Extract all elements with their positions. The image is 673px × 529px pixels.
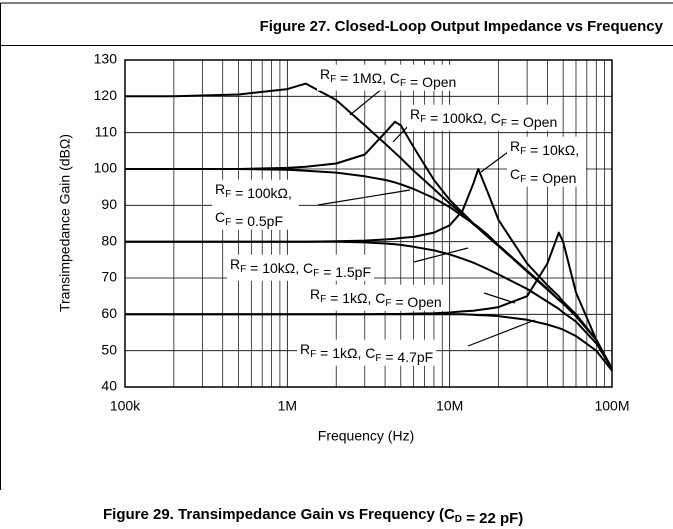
- x-tick-label: 10M: [436, 398, 463, 414]
- y-tick-label: 80: [101, 232, 117, 248]
- y-tick-label: 40: [101, 378, 117, 394]
- x-tick-label: 1M: [278, 398, 297, 414]
- leader-line: [480, 151, 509, 173]
- label-background: [297, 339, 437, 366]
- y-axis-label: Transimpedance Gain (dBΩ): [57, 134, 73, 312]
- series-label: RF = 10kΩ, CF = Open: [510, 138, 583, 186]
- series-label: RF = 1kΩ, CF = Open: [310, 286, 442, 310]
- label-background: [212, 179, 299, 230]
- leader-line: [413, 247, 469, 263]
- plot-frame: [124, 59, 613, 388]
- y-tick-label: 70: [101, 269, 117, 285]
- leader-line: [483, 292, 516, 304]
- label-background: [407, 104, 561, 131]
- series-label: RF = 10kΩ, CF = 1.5pF: [230, 256, 371, 280]
- y-tick-label: 90: [101, 196, 117, 212]
- label-background: [227, 254, 375, 281]
- y-tick-label: 110: [95, 123, 118, 139]
- x-axis-label: Frequency (Hz): [318, 428, 414, 444]
- x-tick-label: 100k: [110, 398, 141, 414]
- leader-line: [467, 319, 536, 347]
- y-tick-label: 120: [94, 87, 118, 103]
- leader-line: [317, 189, 411, 206]
- label-background: [507, 136, 587, 187]
- label-background: [317, 64, 460, 91]
- caption: Figure 29. Transimpedance Gain vs Freque…: [103, 506, 523, 527]
- x-tick-label: 100M: [594, 398, 629, 414]
- y-tick-label: 100: [94, 160, 118, 176]
- series-line: [125, 240, 613, 370]
- y-tick-label: 130: [94, 51, 118, 67]
- series-line: [125, 313, 613, 372]
- header-title: Figure 27. Closed-Loop Output Impedance …: [260, 18, 664, 35]
- series-label: RF = 100kΩ, CF = 0.5pF: [215, 181, 296, 229]
- series-label: RF = 1kΩ, CF = 4.7pF: [300, 341, 433, 365]
- series-line: [125, 168, 613, 370]
- series-label: RF = 100kΩ, CF = Open: [410, 106, 557, 130]
- y-tick-label: 60: [101, 305, 117, 321]
- series-label: RF = 1MΩ, CF = Open: [320, 66, 456, 90]
- label-background: [307, 284, 445, 311]
- y-tick-label: 50: [101, 341, 117, 357]
